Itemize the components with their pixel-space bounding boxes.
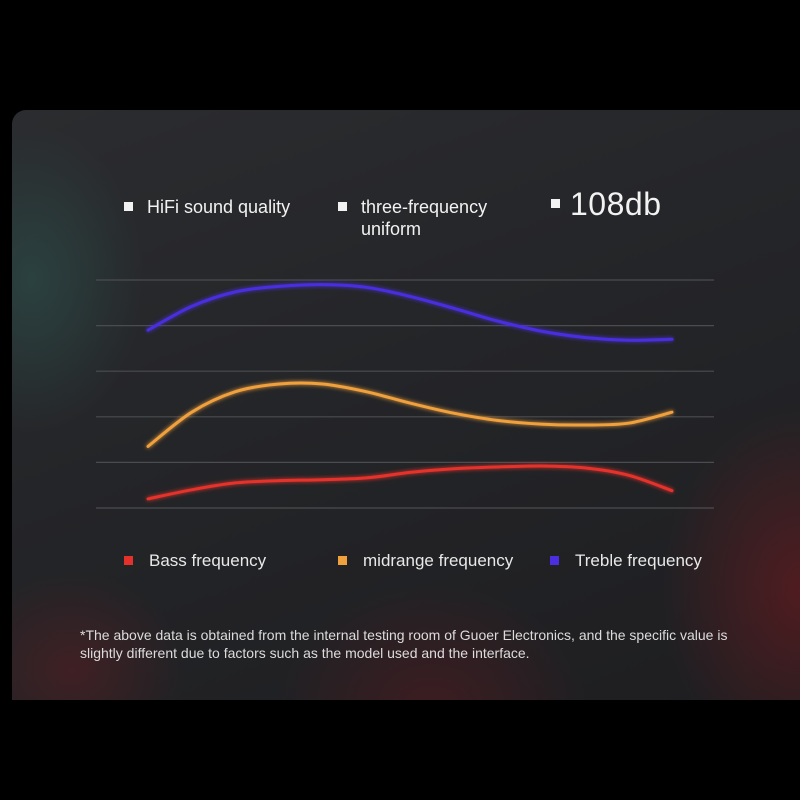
legend-swatch-midrange (338, 556, 347, 565)
bullet-square-icon (551, 199, 560, 208)
series-line-bass (146, 464, 674, 501)
series-line-treble (146, 283, 674, 342)
feature-three-frequency-label: three-frequency uniform (361, 197, 488, 239)
feature-three-frequency: three-frequency uniform (338, 196, 528, 240)
feature-108db-label: 108db (570, 186, 662, 222)
legend-label-midrange: midrange frequency (363, 551, 514, 570)
legend-item-midrange: midrange frequency (338, 550, 513, 572)
feature-hifi: HiFi sound quality (124, 196, 290, 218)
legend-label-bass: Bass frequency (149, 551, 267, 570)
legend-item-bass: Bass frequency (124, 550, 266, 572)
disclaimer-note: *The above data is obtained from the int… (80, 627, 728, 661)
bullet-square-icon (338, 202, 347, 211)
feature-hifi-label: HiFi sound quality (147, 197, 291, 217)
legend-item-treble: Treble frequency (550, 550, 702, 572)
legend-swatch-bass (124, 556, 133, 565)
legend-label-treble: Treble frequency (575, 551, 702, 570)
series-line-midrange (146, 381, 674, 448)
legend-swatch-treble (550, 556, 559, 565)
background-panel (12, 110, 800, 700)
feature-108db: 108db (551, 186, 661, 222)
bullet-square-icon (124, 202, 133, 211)
